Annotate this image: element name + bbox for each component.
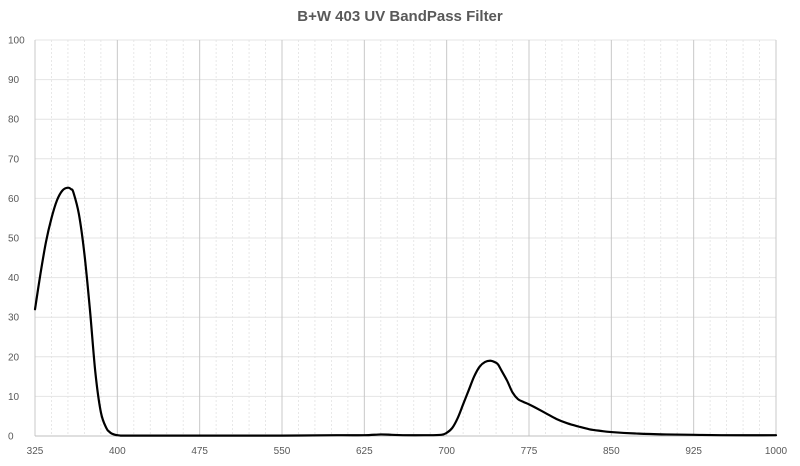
y-tick-label-20: 20 bbox=[8, 352, 20, 363]
x-tick-label-700: 700 bbox=[438, 446, 455, 457]
x-tick-labels: 325 400 475 550 625 700 775 850 925 1000 bbox=[27, 446, 788, 457]
y-tick-label-0: 0 bbox=[8, 432, 14, 443]
x-tick-label-850: 850 bbox=[603, 446, 620, 457]
y-tick-label-80: 80 bbox=[8, 115, 20, 126]
x-tick-label-775: 775 bbox=[521, 446, 538, 457]
y-tick-label-60: 60 bbox=[8, 194, 20, 205]
y-tick-label-100: 100 bbox=[8, 36, 25, 47]
y-tick-label-50: 50 bbox=[8, 234, 20, 245]
x-tick-label-475: 475 bbox=[191, 446, 208, 457]
x-tick-label-400: 400 bbox=[109, 446, 126, 457]
y-tick-label-40: 40 bbox=[8, 273, 20, 284]
y-tick-labels: 0 10 20 30 40 50 60 70 80 90 100 bbox=[8, 36, 25, 443]
chart-title: B+W 403 UV BandPass Filter bbox=[297, 8, 503, 25]
x-tick-label-325: 325 bbox=[27, 446, 44, 457]
x-tick-label-550: 550 bbox=[274, 446, 291, 457]
x-tick-label-1000: 1000 bbox=[765, 446, 788, 457]
series-group bbox=[33, 186, 778, 437]
major-gridlines bbox=[34, 39, 777, 436]
y-tick-label-30: 30 bbox=[8, 313, 20, 324]
series-line-0 bbox=[33, 186, 778, 437]
y-tick-label-90: 90 bbox=[8, 75, 20, 86]
y-tick-label-70: 70 bbox=[8, 154, 20, 165]
x-tick-label-625: 625 bbox=[356, 446, 373, 457]
y-tick-label-10: 10 bbox=[8, 392, 20, 403]
x-tick-label-925: 925 bbox=[685, 446, 702, 457]
